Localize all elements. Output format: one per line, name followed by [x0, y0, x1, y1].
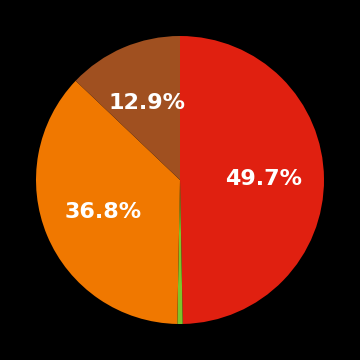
Wedge shape: [36, 81, 180, 324]
Text: 12.9%: 12.9%: [109, 93, 185, 113]
Wedge shape: [76, 36, 180, 180]
Wedge shape: [180, 36, 324, 324]
Text: 36.8%: 36.8%: [64, 202, 141, 222]
Text: 49.7%: 49.7%: [225, 169, 302, 189]
Wedge shape: [177, 180, 183, 324]
